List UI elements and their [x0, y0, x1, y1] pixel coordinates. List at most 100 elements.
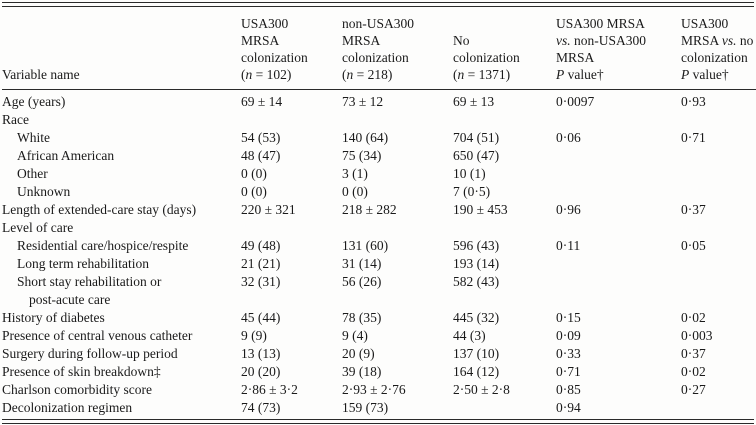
data-cell: 0·06: [556, 130, 581, 145]
header-text-segment: MRSA: [342, 33, 381, 48]
header-line: colonization: [681, 49, 756, 66]
row-label: Residential care/hospice/respite: [2, 237, 241, 255]
data-cell: 0·02: [681, 310, 706, 325]
header-row: Variable name USA300 MRSA colonization (n = …: [2, 7, 756, 90]
column-header-variable-name: Variable name: [2, 7, 241, 90]
row-label: Long term rehabilitation: [2, 255, 241, 273]
row-label-text: White: [17, 130, 50, 145]
header-text-segment: USA300 MRSA: [556, 16, 645, 31]
data-cell: 445 (32): [453, 310, 500, 325]
data-cell: 0·71: [681, 130, 706, 145]
data-cell: 73 ± 12: [342, 94, 384, 109]
row-label: African American: [2, 147, 241, 165]
table-row: Age (years) 69 ± 14 73 ± 12 69 ± 13 0·0097 0·…: [2, 90, 756, 112]
row-label: Presence of central venous catheter: [2, 327, 241, 345]
row-label: Decolonization regimen: [2, 399, 241, 417]
data-cell: [681, 183, 756, 201]
data-cell: [681, 219, 756, 237]
data-cell: 21 (21): [241, 256, 281, 271]
data-cell: 220 ± 321: [241, 202, 296, 217]
header-text-segment: Variable name: [2, 67, 80, 82]
bottom-double-rule: [2, 419, 754, 424]
header-text-segment: (: [241, 67, 246, 82]
data-cell: 69 ± 14: [241, 94, 283, 109]
data-cell: 0·27: [681, 382, 706, 397]
table-row: History of diabetes 45 (44) 78 (35) 445 (32…: [2, 309, 756, 327]
header-text-segment: n: [457, 67, 465, 82]
data-cell: 49 (48): [241, 238, 281, 253]
data-cell: 131 (60): [342, 238, 389, 253]
header-line: MRSA: [556, 49, 678, 66]
table-row: Other 0 (0) 3 (1) 10 (1): [2, 165, 756, 183]
header-line: (n = 218): [342, 66, 450, 83]
column-header-usa300-mrsa-colonization: USA300 MRSA colonization (n = 102): [241, 7, 342, 90]
header-text-segment: colonization: [241, 50, 308, 65]
data-cell: 582 (43): [453, 274, 500, 289]
header-text-segment: value†: [564, 67, 604, 82]
data-cell: 13 (13): [241, 346, 281, 361]
data-cell: 39 (18): [342, 364, 382, 379]
row-label: Age (years): [2, 90, 241, 112]
row-label-text: Other: [17, 166, 48, 181]
row-label: History of diabetes: [2, 309, 241, 327]
header-text-segment: P: [556, 67, 565, 82]
data-cell: [342, 111, 453, 129]
data-cell: [556, 183, 681, 201]
data-cell: 20 (20): [241, 364, 281, 379]
header-line: colonization: [241, 49, 339, 66]
comparison-table: Variable name USA300 MRSA colonization (n = …: [2, 7, 756, 417]
data-cell: [556, 147, 681, 165]
header-line: colonization: [342, 49, 450, 66]
table-row: Length of extended-care stay (days) 220 ±…: [2, 201, 756, 219]
data-cell: [453, 111, 556, 129]
top-double-rule: [2, 2, 754, 7]
data-cell: [556, 165, 681, 183]
data-cell: 0·02: [681, 364, 706, 379]
data-cell: 45 (44): [241, 310, 281, 325]
data-cell: 31 (14): [342, 256, 382, 271]
header-line: MRSA: [241, 32, 339, 49]
data-cell: [681, 399, 756, 417]
data-cell: 0·0097: [556, 94, 595, 109]
data-cell: 0·93: [681, 94, 706, 109]
header-line: Variable name: [2, 66, 238, 83]
column-header-no-colonization: No colonization (n = 1371): [453, 7, 556, 90]
header-text-segment: No: [453, 33, 470, 48]
data-cell: 704 (51): [453, 130, 500, 145]
table-row: African American 48 (47) 75 (34) 650 (47): [2, 147, 756, 165]
data-cell: 74 (73): [241, 400, 281, 415]
header-text-segment: MRSA: [681, 33, 722, 48]
data-cell: 193 (14): [453, 256, 500, 271]
data-cell: 0 (0): [241, 166, 267, 181]
header-text-segment: colonization: [681, 50, 748, 65]
data-cell: 0·05: [681, 238, 706, 253]
data-cell: [556, 111, 681, 129]
data-cell: [681, 255, 756, 273]
data-cell: 48 (47): [241, 148, 281, 163]
row-label-text: Age (years): [2, 94, 66, 109]
data-cell: 54 (53): [241, 130, 281, 145]
data-cell: [681, 273, 756, 309]
table-row: Long term rehabilitation 21 (21) 31 (14) 19…: [2, 255, 756, 273]
table-header: Variable name USA300 MRSA colonization (n = …: [2, 7, 756, 90]
data-cell: 2·93 ± 2·76: [342, 382, 406, 397]
header-text-segment: P: [681, 67, 690, 82]
data-cell: 0·37: [681, 202, 706, 217]
data-cell: 69 ± 13: [453, 94, 495, 109]
header-text-segment: MRSA: [241, 33, 280, 48]
data-cell: [241, 111, 342, 129]
header-text-segment: non-USA300: [342, 16, 415, 31]
data-cell: 0·09: [556, 328, 581, 343]
column-header-non-usa300-mrsa-colonization: non-USA300 MRSA colonization (n = 218): [342, 7, 453, 90]
table-row: Race: [2, 111, 756, 129]
header-line: (n = 102): [241, 66, 339, 83]
row-label-text: Long term rehabilitation: [17, 256, 149, 271]
table-row: Decolonization regimen 74 (73) 159 (73) 0·9…: [2, 399, 756, 417]
row-label-text: African American: [17, 148, 115, 163]
table-row: Surgery during follow-up period 13 (13) 20…: [2, 345, 756, 363]
header-line: USA300: [681, 15, 756, 32]
data-cell: 137 (10): [453, 346, 500, 361]
table-row: Unknown 0 (0) 0 (0) 7 (0·5): [2, 183, 756, 201]
data-cell: 0·003: [681, 328, 713, 343]
